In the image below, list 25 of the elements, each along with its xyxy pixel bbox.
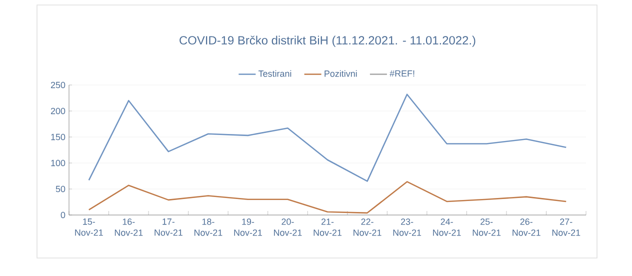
y-tick-label: 200 bbox=[50, 108, 66, 114]
x-tick-label: 17-Nov-21 bbox=[154, 218, 182, 236]
chart-title: COVID-19 Brčko distrikt BiH (11.12.2021. - 11.01.2022.) bbox=[180, 36, 476, 47]
y-tick-label: 150 bbox=[51, 134, 66, 140]
legend-label: #REF! bbox=[390, 70, 414, 77]
y-tick-label: 0 bbox=[60, 212, 66, 218]
x-tick-label: 18-Nov-21 bbox=[194, 218, 222, 236]
x-tick-label: 25-Nov-21 bbox=[472, 218, 501, 236]
x-tick-label: 21-Nov-21 bbox=[314, 218, 342, 236]
legend-label: Pozitivni bbox=[324, 70, 357, 77]
x-tick-label: 19-Nov-21 bbox=[234, 218, 262, 236]
x-tick-label: 20-Nov-21 bbox=[274, 218, 302, 236]
x-tick-label: 27-Nov-21 bbox=[552, 218, 580, 236]
y-tick-label: 50 bbox=[56, 186, 66, 192]
x-tick-label: 23-Nov-21 bbox=[393, 218, 422, 236]
x-tick-label: 26-Nov-21 bbox=[512, 218, 540, 236]
line-series bbox=[88, 181, 567, 214]
y-tick-label: 250 bbox=[50, 82, 66, 88]
legend-label: Testirani bbox=[258, 70, 292, 77]
x-tick-label: 15-Nov-21 bbox=[75, 218, 103, 236]
y-tick-label: 100 bbox=[51, 160, 66, 166]
line-series bbox=[88, 94, 567, 182]
x-tick-label: 22-Nov-21 bbox=[354, 218, 382, 236]
x-tick-label: 24-Nov-21 bbox=[433, 218, 461, 236]
x-tick-label: 16-Nov-21 bbox=[114, 218, 143, 236]
